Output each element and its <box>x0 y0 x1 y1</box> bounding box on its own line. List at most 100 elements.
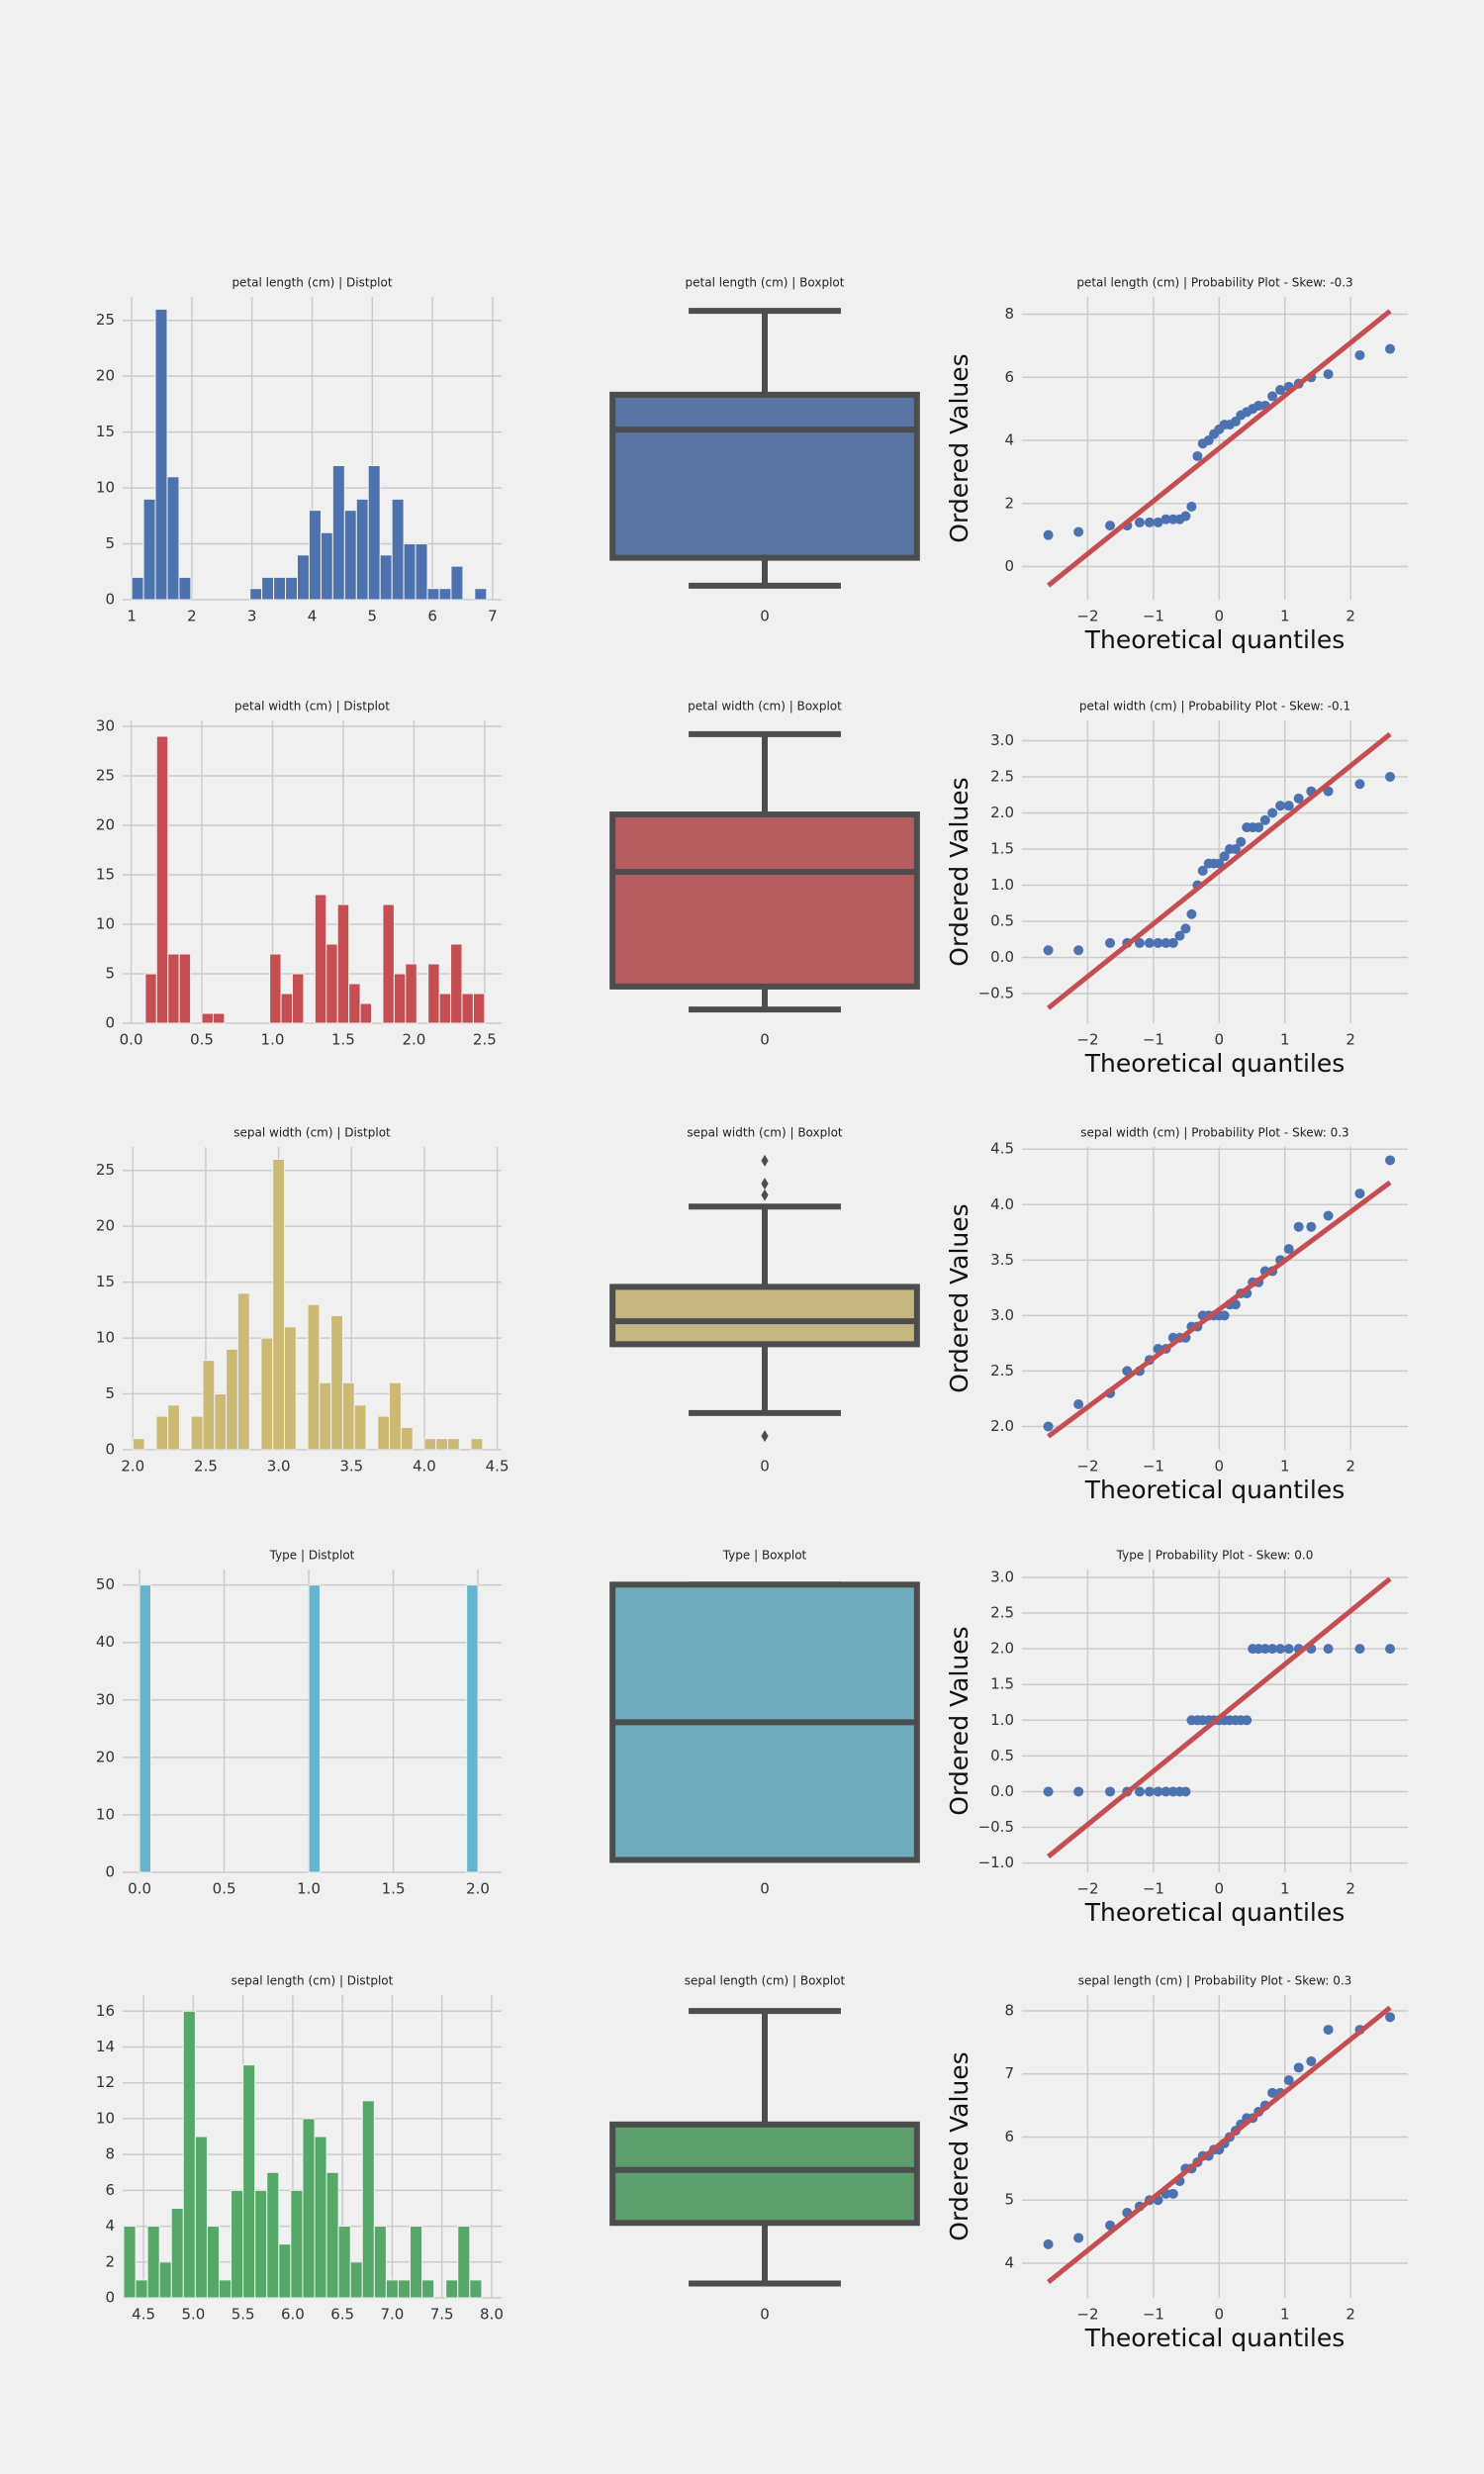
fit-line <box>1047 731 1392 1010</box>
y-tick-label: 15 <box>96 1273 115 1290</box>
y-tick-label: 5 <box>105 965 115 983</box>
y-tick-label: 14 <box>96 2038 115 2055</box>
point <box>1293 793 1304 804</box>
y-tick-label: 15 <box>96 866 115 884</box>
bar <box>385 2279 399 2299</box>
x-tick-label: 1 <box>1280 1031 1290 1049</box>
point <box>1306 2055 1317 2066</box>
point <box>1236 836 1247 847</box>
point <box>1219 1310 1230 1321</box>
point <box>1180 511 1191 522</box>
outlier <box>761 1189 769 1201</box>
point <box>1043 529 1054 540</box>
point <box>1385 1644 1396 1655</box>
y-tick-label: 0.0 <box>990 948 1014 966</box>
x-tick-label: 1 <box>127 608 137 625</box>
x-tick-label: −1 <box>1143 1458 1164 1475</box>
bar <box>435 1438 448 1451</box>
x-tick-label: 7 <box>488 608 498 625</box>
bar <box>393 973 407 1024</box>
x-tick-label: 0 <box>760 1031 770 1049</box>
x-tick-label: 2.0 <box>466 1880 490 1898</box>
fit-line <box>1047 2005 1392 2285</box>
point <box>1293 2062 1304 2073</box>
x-tick-label: 4.5 <box>486 1458 510 1475</box>
point <box>1275 1644 1286 1655</box>
y-tick-label: −0.5 <box>978 985 1014 1002</box>
bar <box>167 953 180 1024</box>
bar <box>319 1381 332 1451</box>
outlier <box>761 1154 769 1167</box>
point <box>1267 808 1278 818</box>
point <box>1306 1221 1317 1232</box>
chart-title: petal length (cm) | Distplot <box>232 276 392 290</box>
y-axis-label: Ordered Values <box>945 777 974 966</box>
bar <box>461 993 474 1024</box>
y-tick-label: 2 <box>1004 494 1014 512</box>
x-tick-label: 1 <box>1280 2306 1290 2324</box>
y-tick-label: 0 <box>105 1441 115 1459</box>
bar <box>154 308 168 601</box>
y-tick-label: 8 <box>1004 305 1014 323</box>
y-tick-label: 30 <box>96 717 115 735</box>
point <box>1283 1644 1294 1655</box>
bar <box>325 943 338 1024</box>
point <box>1153 1786 1163 1797</box>
bar <box>194 2136 208 2299</box>
bar <box>146 2226 160 2299</box>
point <box>1144 1786 1155 1797</box>
chart-title: petal width (cm) | Boxplot <box>688 700 842 714</box>
x-tick-label: 5.5 <box>232 2306 255 2324</box>
x-tick-label: 4 <box>308 608 318 625</box>
x-tick-label: 5 <box>368 608 378 625</box>
x-tick-label: 2 <box>1345 1031 1355 1049</box>
outlier <box>761 1178 769 1190</box>
x-tick-label: −2 <box>1076 1031 1098 1049</box>
x-tick-label: −2 <box>1076 1458 1098 1475</box>
point <box>1267 391 1278 402</box>
y-tick-label: 4 <box>1004 431 1014 449</box>
y-tick-label: 8 <box>105 2145 115 2163</box>
y-tick-label: 20 <box>96 367 115 385</box>
y-tick-label: 3.0 <box>990 1568 1014 1585</box>
y-tick-label: 0.5 <box>990 912 1014 930</box>
point <box>1180 923 1191 934</box>
x-tick-label: 0 <box>1215 1880 1225 1898</box>
bar <box>158 2261 172 2299</box>
bar <box>421 2279 435 2299</box>
x-tick-label: 0.5 <box>213 1880 236 1898</box>
y-tick-label: 1.5 <box>990 1675 1014 1693</box>
y-tick-label: 10 <box>96 915 115 933</box>
x-tick-label: 1.0 <box>261 1031 285 1049</box>
x-tick-label: 1 <box>1280 1458 1290 1475</box>
bar <box>139 1584 152 1873</box>
x-tick-label: 2.0 <box>402 1031 425 1049</box>
chart-title: petal length (cm) | Probability Plot - S… <box>1076 276 1352 290</box>
y-tick-label: 40 <box>96 1633 115 1651</box>
bar <box>166 476 180 601</box>
point <box>1283 2075 1294 2086</box>
bar <box>212 1012 226 1024</box>
bar <box>415 543 428 601</box>
y-tick-label: 1.5 <box>990 839 1014 857</box>
chart-title: sepal length (cm) | Boxplot <box>685 1974 846 1988</box>
chart-title: sepal width (cm) | Probability Plot - Sk… <box>1080 1126 1348 1140</box>
y-tick-label: 50 <box>96 1575 115 1593</box>
bar <box>296 554 310 601</box>
y-tick-label: 10 <box>96 479 115 497</box>
point <box>1267 1644 1278 1655</box>
y-tick-label: 12 <box>96 2073 115 2091</box>
y-tick-label: 2.0 <box>990 1640 1014 1658</box>
bar <box>391 498 405 601</box>
y-tick-label: 0.0 <box>990 1782 1014 1800</box>
chart-title: Type | Boxplot <box>722 1549 807 1563</box>
x-tick-label: 1 <box>1280 1880 1290 1898</box>
chart-title: sepal length (cm) | Distplot <box>232 1974 394 1988</box>
y-tick-label: 30 <box>96 1690 115 1708</box>
x-tick-label: 0 <box>1215 608 1225 625</box>
y-tick-label: 6 <box>1004 2128 1014 2145</box>
y-tick-label: 20 <box>96 816 115 834</box>
x-axis-label: Theoretical quantiles <box>1084 1898 1345 1927</box>
y-tick-label: 0 <box>105 591 115 609</box>
